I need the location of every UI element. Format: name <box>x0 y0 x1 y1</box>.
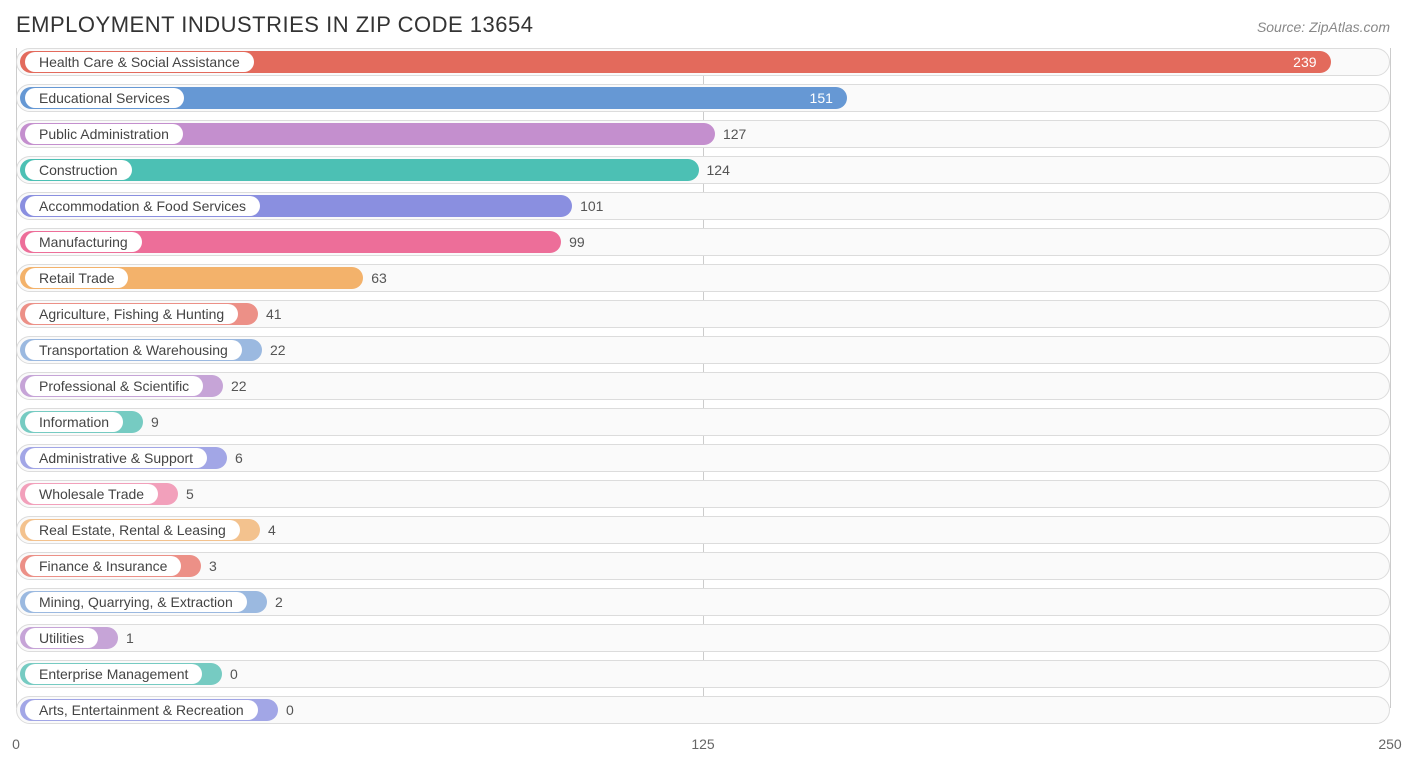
bar-container: Health Care & Social Assistance239 Educat… <box>16 48 1390 724</box>
bar-label: Arts, Entertainment & Recreation <box>25 700 258 720</box>
chart-title: EMPLOYMENT INDUSTRIES IN ZIP CODE 13654 <box>16 12 534 38</box>
bar-label: Utilities <box>25 628 98 648</box>
bar-label: Professional & Scientific <box>25 376 203 396</box>
bar-label: Public Administration <box>25 124 183 144</box>
x-axis-tick: 125 <box>691 736 714 752</box>
bar-value: 1 <box>118 625 142 651</box>
bar-track: Utilities 1 <box>16 624 1390 652</box>
x-axis-tick: 0 <box>12 736 20 752</box>
bar-label: Mining, Quarrying, & Extraction <box>25 592 247 612</box>
x-axis-tick: 250 <box>1378 736 1401 752</box>
bar-track: Transportation & Warehousing 22 <box>16 336 1390 364</box>
bar-track: Administrative & Support 6 <box>16 444 1390 472</box>
bar-label: Construction <box>25 160 132 180</box>
bar-track: Real Estate, Rental & Leasing 4 <box>16 516 1390 544</box>
bar-track: Manufacturing 99 <box>16 228 1390 256</box>
bar-label: Real Estate, Rental & Leasing <box>25 520 240 540</box>
bar-label: Finance & Insurance <box>25 556 181 576</box>
bar-label: Accommodation & Food Services <box>25 196 260 216</box>
bar-track: Educational Services151 <box>16 84 1390 112</box>
bar-value: 63 <box>363 265 395 291</box>
bar-value: 2 <box>267 589 291 615</box>
bar-label: Information <box>25 412 123 432</box>
bar-track: Retail Trade 63 <box>16 264 1390 292</box>
bar-value: 4 <box>260 517 284 543</box>
source-label: Source: <box>1257 19 1305 35</box>
bar-track: Mining, Quarrying, & Extraction 2 <box>16 588 1390 616</box>
bar-track: Wholesale Trade 5 <box>16 480 1390 508</box>
bar-value: 124 <box>699 157 738 183</box>
bar-track: Enterprise Management 0 <box>16 660 1390 688</box>
bar-value: 151 <box>17 85 841 111</box>
bar-value: 9 <box>143 409 167 435</box>
bar-track: Professional & Scientific 22 <box>16 372 1390 400</box>
bar-track: Construction 124 <box>16 156 1390 184</box>
bar-label: Manufacturing <box>25 232 142 252</box>
source-name: ZipAtlas.com <box>1309 19 1390 35</box>
bar-value: 41 <box>258 301 290 327</box>
bar-label: Wholesale Trade <box>25 484 158 504</box>
bar-track: Arts, Entertainment & Recreation 0 <box>16 696 1390 724</box>
bar-value: 127 <box>715 121 754 147</box>
chart-source: Source: ZipAtlas.com <box>1257 19 1390 35</box>
gridline <box>1390 48 1391 708</box>
bar-label: Retail Trade <box>25 268 128 288</box>
bar-value: 101 <box>572 193 611 219</box>
bar-label: Agriculture, Fishing & Hunting <box>25 304 238 324</box>
bar-value: 5 <box>178 481 202 507</box>
bar-label: Administrative & Support <box>25 448 207 468</box>
bar-value: 22 <box>223 373 255 399</box>
bar-track: Health Care & Social Assistance239 <box>16 48 1390 76</box>
bar-value: 99 <box>561 229 593 255</box>
bar-value: 0 <box>278 697 302 723</box>
bar-track: Finance & Insurance 3 <box>16 552 1390 580</box>
bar-value: 239 <box>17 49 1325 75</box>
bar-label: Enterprise Management <box>25 664 202 684</box>
bar-value: 0 <box>222 661 246 687</box>
bar-value: 3 <box>201 553 225 579</box>
bar-track: Agriculture, Fishing & Hunting 41 <box>16 300 1390 328</box>
bar-value: 6 <box>227 445 251 471</box>
x-axis: 0125250 <box>16 732 1390 756</box>
bar-track: Accommodation & Food Services 101 <box>16 192 1390 220</box>
bar-track: Public Administration 127 <box>16 120 1390 148</box>
bar-track: Information 9 <box>16 408 1390 436</box>
employment-bar-chart: Health Care & Social Assistance239 Educat… <box>16 48 1390 732</box>
bar-value: 22 <box>262 337 294 363</box>
bar-label: Transportation & Warehousing <box>25 340 242 360</box>
chart-plot-area: Health Care & Social Assistance239 Educat… <box>16 48 1390 732</box>
